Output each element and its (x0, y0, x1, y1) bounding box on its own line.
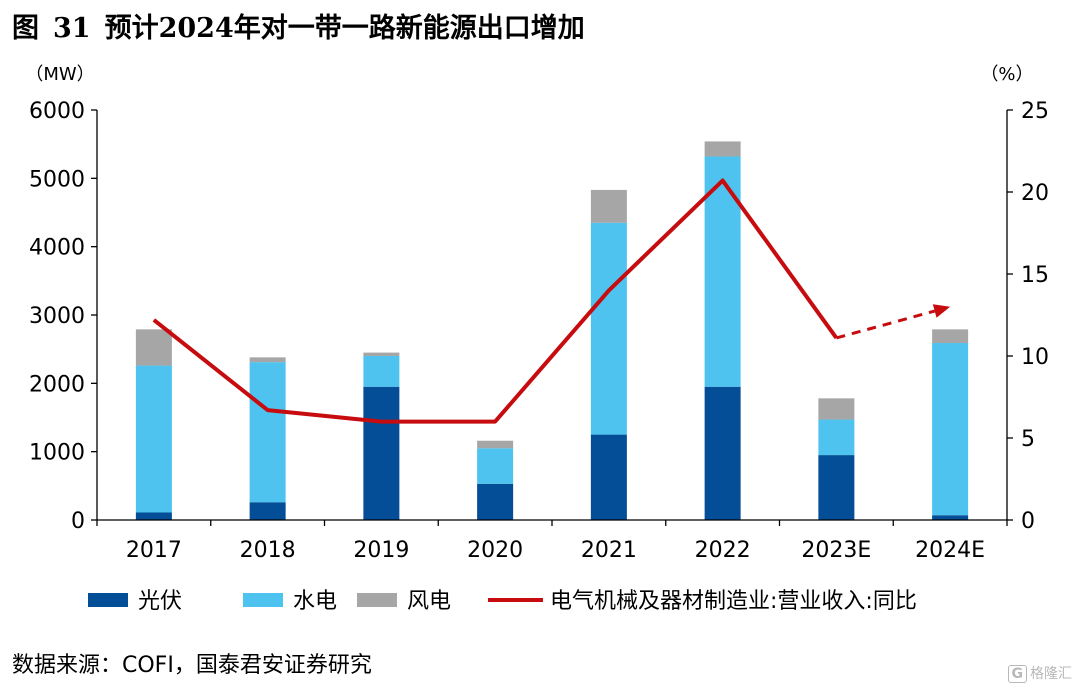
figure-title-text: 预计2024年对一带一路新能源出口增加 (104, 13, 585, 44)
bar-hydro (818, 419, 855, 456)
legend-line-label: 电气机械及器材制造业:营业收入:同比 (550, 589, 917, 614)
bar-wind (249, 357, 286, 363)
bar-solar (135, 512, 172, 520)
bar-solar (818, 455, 855, 520)
bar-hydro (363, 356, 400, 387)
x-tick-label: 2024E (915, 538, 985, 563)
y-right-tick-label: 5 (1021, 427, 1035, 452)
legend-hydro-swatch (243, 593, 283, 607)
legend-solar-swatch (88, 593, 128, 607)
x-tick-label: 2019 (353, 538, 409, 563)
figure-label: 图 (12, 13, 39, 44)
legend-hydro-label: 水电 (293, 589, 337, 614)
legend-wind-label: 风电 (407, 589, 451, 614)
x-tick-label: 2023E (801, 538, 871, 563)
line-series-forecast (835, 309, 936, 340)
bar-solar (590, 434, 627, 520)
bar-wind (818, 398, 855, 420)
x-tick-label: 2022 (695, 538, 751, 563)
y-right-tick-label: 15 (1021, 263, 1049, 288)
x-axis: 2017 2018 2019 2020 2021 2022 2023E 2024E (96, 519, 1008, 563)
watermark: G 格隆汇 (1007, 663, 1072, 683)
bar-hydro (590, 222, 627, 435)
y-left-tick-label: 6000 (29, 99, 85, 124)
y-right-tick-label: 25 (1021, 99, 1049, 124)
bar-hydro (135, 365, 172, 513)
y-left-tick-label: 1000 (29, 441, 85, 466)
bar-hydro (477, 448, 514, 484)
legend: 光伏 水电 风电 电气机械及器材制造业:营业收入:同比 (88, 589, 917, 614)
line-series-actual (152, 178, 838, 424)
figure-title: 图 31 预计2024年对一带一路新能源出口增加 (12, 6, 585, 45)
bar-solar (704, 386, 741, 520)
x-tick-label: 2017 (126, 538, 182, 563)
legend-wind-swatch (357, 593, 397, 607)
forecast-arrow-icon (932, 304, 951, 318)
bar-wind (704, 141, 741, 157)
bar-wind (363, 352, 400, 356)
bar-wind (932, 329, 969, 344)
bar-solar (477, 483, 514, 520)
bar-wind (477, 440, 514, 449)
x-tick-label: 2020 (467, 538, 523, 563)
bars-layer (135, 141, 969, 520)
bar-hydro (932, 343, 969, 516)
y-axis-left: 0 1000 2000 3000 4000 5000 6000 （MW） (25, 64, 98, 534)
legend-solar-label: 光伏 (138, 589, 182, 614)
x-tick-label: 2021 (581, 538, 637, 563)
y-right-tick-label: 20 (1021, 181, 1049, 206)
y-axis-right: 0 5 10 15 20 25 （%） (980, 64, 1049, 534)
y-left-tick-label: 5000 (29, 167, 85, 192)
figure-number: 31 (53, 13, 91, 44)
y-left-tick-label: 3000 (29, 304, 85, 329)
y-left-tick-label: 0 (71, 509, 85, 534)
bar-wind (135, 329, 172, 366)
x-tick-label: 2018 (240, 538, 296, 563)
line-layer (152, 178, 951, 424)
bar-hydro (249, 362, 286, 503)
y-left-tick-label: 4000 (29, 236, 85, 261)
y-right-unit-label: （%） (980, 64, 1033, 85)
y-left-unit-label: （MW） (25, 64, 94, 85)
chart: 0 1000 2000 3000 4000 5000 6000 （MW） 0 5 10 15 20 25… (25, 64, 1049, 614)
y-right-tick-label: 10 (1021, 345, 1049, 370)
y-left-tick-label: 2000 (29, 372, 85, 397)
bar-wind (590, 189, 627, 223)
bar-solar (932, 515, 969, 520)
bar-solar (363, 386, 400, 520)
watermark-logo: G (1007, 665, 1027, 683)
source-note: 数据来源：COFI，国泰君安证券研究 (12, 653, 372, 678)
bar-solar (249, 502, 286, 520)
watermark-text: 格隆汇 (1030, 666, 1072, 682)
y-right-tick-label: 0 (1021, 509, 1035, 534)
